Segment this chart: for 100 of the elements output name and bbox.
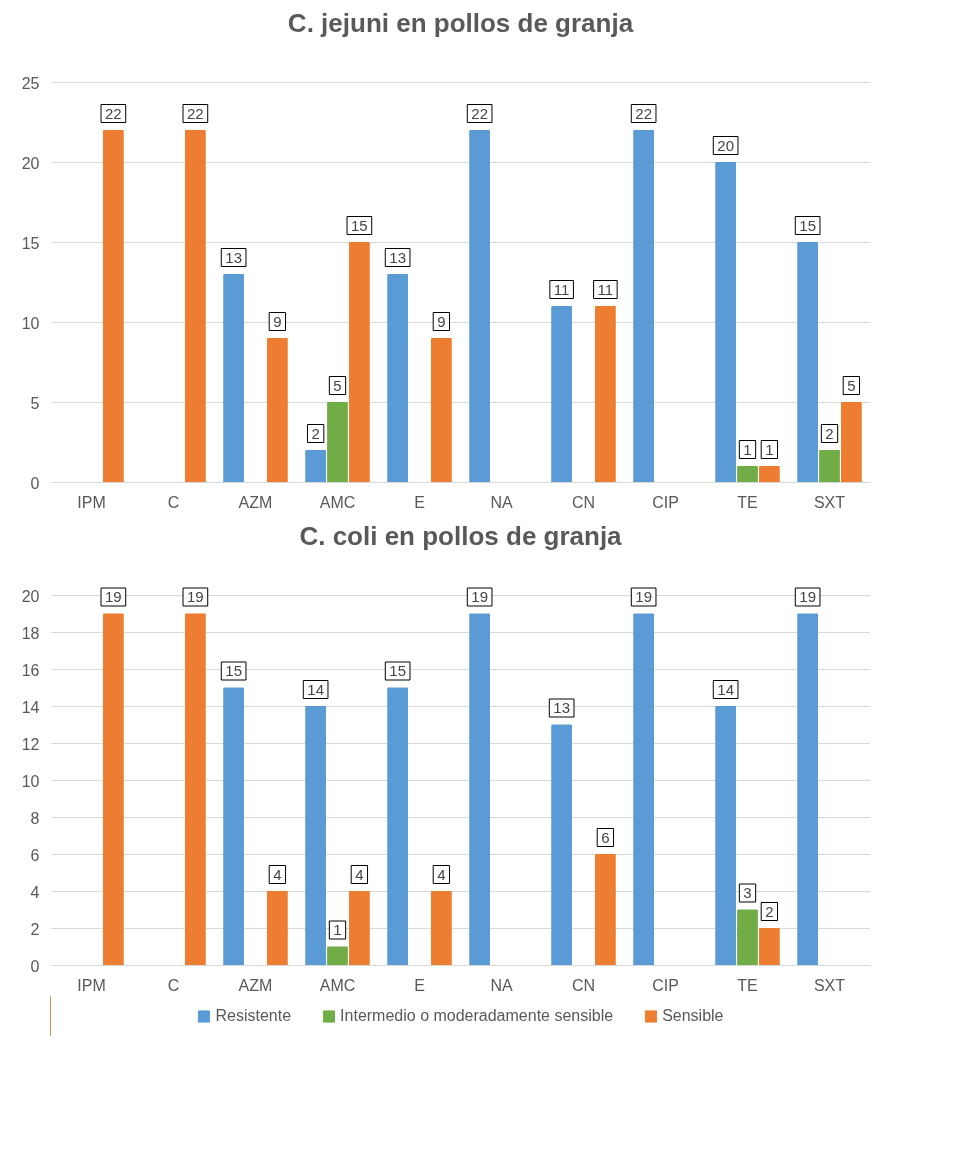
y-tick-label: 16: [21, 661, 40, 679]
x-tick-label: CIP: [652, 976, 679, 994]
x-tick-label: SXT: [813, 976, 846, 994]
bar: [633, 130, 654, 483]
y-tick-label: 5: [30, 394, 40, 412]
data-label: 22: [187, 104, 204, 122]
data-label: 6: [601, 828, 610, 846]
y-tick-label: 8: [30, 809, 40, 827]
y-tick-label: 0: [30, 474, 40, 492]
bar: [223, 274, 244, 483]
data-label: 19: [471, 588, 488, 605]
data-label: 19: [105, 588, 122, 605]
y-tick-label: 20: [21, 154, 40, 172]
data-label: 11: [597, 280, 614, 298]
y-tick-label: 2: [30, 920, 40, 938]
x-tick-label: IPM: [77, 493, 106, 511]
x-tick-label: IPM: [77, 976, 106, 994]
data-label: 1: [333, 921, 342, 938]
bar: [469, 613, 490, 966]
bar: [759, 466, 780, 483]
data-label: 19: [187, 588, 204, 605]
bar: [327, 402, 348, 483]
data-label: 22: [471, 104, 488, 122]
bar: [185, 613, 206, 966]
bar: [387, 274, 408, 483]
data-label: 13: [553, 699, 570, 716]
bar: [469, 130, 490, 483]
bar: [349, 242, 370, 483]
bar: [103, 613, 124, 966]
bar: [267, 338, 288, 483]
bar: [819, 450, 840, 483]
y-tick-label: 0: [30, 957, 40, 975]
y-tick-label: 14: [21, 698, 40, 716]
data-label: 13: [225, 248, 242, 266]
y-tick-label: 10: [21, 772, 40, 790]
data-label: 13: [389, 248, 406, 266]
bar: [759, 928, 780, 966]
bar: [223, 687, 244, 966]
data-label: 15: [389, 662, 406, 679]
data-label: 14: [717, 680, 734, 698]
data-label: 19: [799, 588, 816, 605]
x-tick-label: AMC: [319, 976, 356, 994]
data-label: 9: [273, 312, 282, 330]
data-label: 4: [437, 865, 446, 883]
bar: [797, 242, 818, 483]
data-label: 4: [355, 865, 364, 883]
data-label: 15: [351, 216, 368, 234]
bar: [737, 909, 758, 966]
y-tick-label: 12: [21, 735, 40, 753]
bar: [327, 946, 348, 966]
bar: [797, 613, 818, 966]
y-tick-label: 20: [21, 587, 40, 605]
y-tick-label: 10: [21, 314, 40, 332]
x-tick-label: C: [167, 493, 180, 511]
data-label: 14: [307, 680, 324, 698]
bar: [551, 724, 572, 966]
x-tick-label: CN: [571, 976, 596, 994]
bar: [431, 891, 452, 966]
bar: [305, 450, 326, 483]
x-tick-label: TE: [737, 493, 758, 511]
x-tick-label: TE: [737, 976, 758, 994]
y-tick-label: 6: [30, 846, 40, 864]
x-tick-label: AMC: [319, 493, 356, 511]
chart-title: C. coli en pollos de granja: [299, 520, 623, 551]
x-tick-label: E: [414, 493, 425, 511]
data-label: 9: [437, 312, 446, 330]
data-label: 3: [743, 884, 752, 901]
bar: [267, 891, 288, 966]
bar: [633, 613, 654, 966]
data-label: 19: [635, 588, 652, 605]
x-tick-label: SXT: [813, 493, 846, 511]
data-label: 2: [825, 424, 834, 442]
data-label: 2: [311, 424, 320, 442]
data-label: 1: [765, 440, 774, 458]
y-tick-label: 25: [21, 74, 40, 92]
data-label: 15: [799, 216, 816, 234]
bar: [737, 466, 758, 483]
legend-label: Intermedio o moderadamente sensible: [340, 1007, 614, 1025]
data-label: 2: [765, 902, 774, 920]
x-tick-label: NA: [490, 493, 513, 511]
bar: [349, 891, 370, 966]
x-tick-label: NA: [490, 976, 513, 994]
y-tick-label: 4: [30, 883, 40, 901]
x-tick-label: CN: [571, 493, 596, 511]
bar: [551, 306, 572, 483]
bar: [595, 306, 616, 483]
bar: [431, 338, 452, 483]
x-tick-label: CIP: [652, 493, 679, 511]
data-label: 22: [105, 104, 122, 122]
x-tick-label: AZM: [238, 493, 273, 511]
data-label: 4: [273, 865, 282, 883]
data-label: 5: [333, 376, 342, 394]
bar: [595, 854, 616, 966]
x-tick-label: C: [167, 976, 180, 994]
bar: [841, 402, 862, 483]
legend-label: Resistente: [215, 1007, 292, 1025]
x-tick-label: E: [414, 976, 425, 994]
y-tick-label: 15: [21, 234, 40, 252]
data-label: 22: [635, 104, 652, 122]
chart-title: C. jejuni en pollos de granja: [287, 7, 634, 38]
